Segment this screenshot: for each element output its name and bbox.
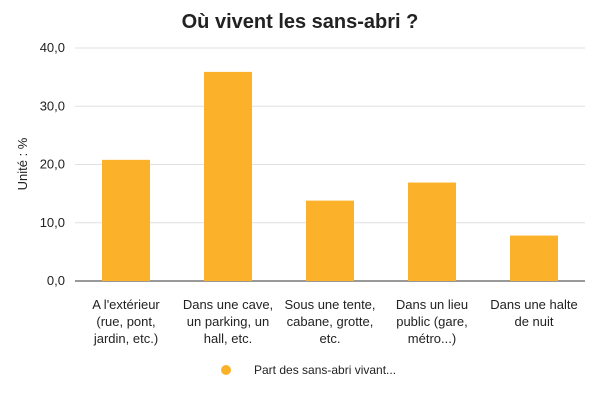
x-category-label: A l'extérieur (rue, pont, jardin, etc.) [92, 297, 160, 346]
bars [102, 71, 558, 281]
gridlines [75, 47, 585, 282]
y-axis-label: Unité : % [15, 137, 30, 190]
x-category-label: Sous une tente, cabane, grotte, etc. [284, 297, 375, 346]
y-axis-ticks: 0,0 10,0 20,0 30,0 40,0 [40, 40, 65, 288]
bar [102, 159, 150, 281]
y-tick-label: 40,0 [40, 40, 65, 55]
x-category-label: Dans une halte de nuit [490, 297, 577, 329]
legend-marker [221, 365, 231, 375]
bar [408, 182, 456, 281]
legend: Part des sans-abri vivant... [221, 363, 396, 377]
legend-label: Part des sans-abri vivant... [254, 363, 396, 377]
y-tick-label: 0,0 [47, 273, 65, 288]
x-axis-categories: A l'extérieur (rue, pont, jardin, etc.) Dan… [92, 297, 577, 346]
y-tick-label: 30,0 [40, 98, 65, 113]
x-category-label: Dans une cave, un parking, un hall, etc. [183, 297, 273, 346]
bar [510, 235, 558, 281]
bar [204, 71, 252, 281]
y-tick-label: 20,0 [40, 157, 65, 172]
y-tick-label: 10,0 [40, 215, 65, 230]
bar [306, 200, 354, 281]
chart-title: Où vivent les sans-abri ? [182, 11, 419, 33]
x-category-label: Dans un lieu public (gare, métro...) [396, 297, 468, 346]
